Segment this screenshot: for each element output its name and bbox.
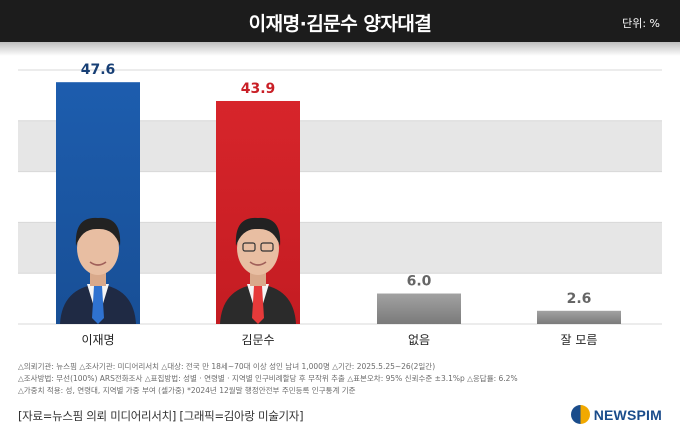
logo-wordmark: NEWSPIM bbox=[593, 406, 662, 423]
category-label: 이재명 bbox=[81, 333, 114, 347]
portrait-hair bbox=[75, 217, 121, 246]
note-line: △가중치 적용: 성, 연령대, 지역별 가중 부여 (셀가중) *2024년 … bbox=[18, 386, 356, 395]
source-credit: [자료=뉴스핌 의뢰 미디어리서치] [그래픽=김아랑 미술기자] bbox=[18, 409, 304, 423]
title-bar: 이재명·김문수 양자대결 단위: % bbox=[0, 0, 680, 42]
portrait-face bbox=[237, 221, 279, 275]
portrait-glasses bbox=[260, 242, 274, 252]
category-label: 잘 모름 bbox=[561, 333, 598, 347]
data-label: 47.6 bbox=[81, 62, 116, 78]
category-label: 없음 bbox=[408, 333, 430, 347]
newspim-logo: NEWSPIM bbox=[570, 405, 662, 424]
note-line: △의뢰기관: 뉴스핌 △조사기관: 미디어리서치 △대상: 전국 만 18세~7… bbox=[18, 362, 436, 371]
logo-mark-icon bbox=[570, 405, 590, 424]
portrait-neck bbox=[90, 272, 106, 286]
portrait-smile bbox=[89, 261, 107, 266]
chart-title: 이재명·김문수 양자대결 bbox=[248, 13, 432, 35]
portrait-face bbox=[77, 221, 119, 275]
data-label: 6.0 bbox=[407, 274, 432, 290]
bar-none bbox=[377, 293, 461, 324]
portrait-tie bbox=[92, 286, 104, 324]
bar-chart: 47.6 이재명 43.9 김문수 6.0 없음 2.6 잘 모름 bbox=[18, 62, 662, 347]
unit-label: 단위: % bbox=[622, 17, 660, 30]
portrait-tie bbox=[252, 286, 264, 324]
title-shadow bbox=[0, 42, 680, 56]
note-line: △조사방법: 무선(100%) ARS전화조사 △표집방법: 성별 · 연령별 … bbox=[18, 374, 518, 383]
portrait-smile bbox=[249, 261, 267, 266]
bar-unknown bbox=[537, 310, 621, 324]
portrait-hair bbox=[235, 217, 281, 246]
survey-notes: △의뢰기관: 뉴스핌 △조사기관: 미디어리서치 △대상: 전국 만 18세~7… bbox=[18, 361, 668, 397]
data-label: 2.6 bbox=[567, 291, 592, 307]
portrait-neck bbox=[250, 272, 266, 286]
portrait-glasses bbox=[242, 242, 256, 252]
category-label: 김문수 bbox=[241, 333, 274, 347]
data-label: 43.9 bbox=[241, 81, 276, 97]
